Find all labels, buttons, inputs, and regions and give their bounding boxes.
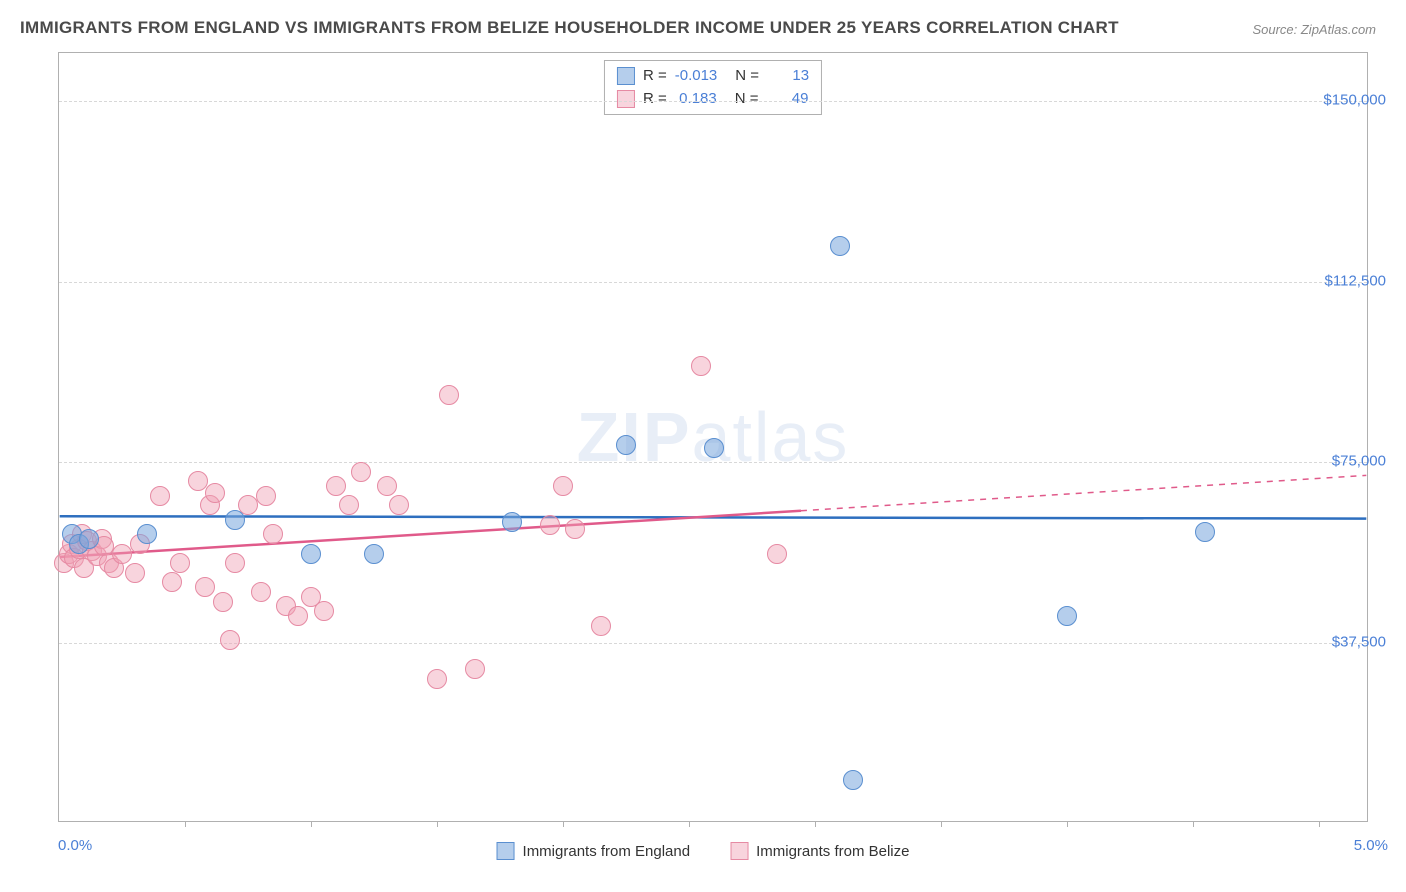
legend-label: Immigrants from England xyxy=(523,843,691,860)
x-tick xyxy=(815,821,816,827)
scatter-point xyxy=(465,659,485,679)
scatter-point xyxy=(691,356,711,376)
y-tick-label: $150,000 xyxy=(1323,92,1386,109)
scatter-point xyxy=(125,563,145,583)
scatter-point xyxy=(137,524,157,544)
legend-item: Immigrants from England xyxy=(497,842,691,860)
x-tick xyxy=(437,821,438,827)
correlation-chart: IMMIGRANTS FROM ENGLAND VS IMMIGRANTS FR… xyxy=(0,0,1406,892)
scatter-point xyxy=(540,515,560,535)
scatter-point xyxy=(79,529,99,549)
chart-title: IMMIGRANTS FROM ENGLAND VS IMMIGRANTS FR… xyxy=(20,18,1119,38)
y-tick-label: $75,000 xyxy=(1332,453,1386,470)
stats-row: R = 0.183 N = 49 xyxy=(617,88,809,111)
legend-swatch xyxy=(497,842,515,860)
scatter-point xyxy=(427,669,447,689)
scatter-point xyxy=(220,630,240,650)
scatter-point xyxy=(351,462,371,482)
scatter-point xyxy=(553,476,573,496)
scatter-point xyxy=(377,476,397,496)
scatter-point xyxy=(767,544,787,564)
scatter-point xyxy=(830,236,850,256)
scatter-point xyxy=(162,572,182,592)
scatter-point xyxy=(1195,522,1215,542)
gridline xyxy=(59,282,1367,283)
scatter-point xyxy=(439,385,459,405)
n-label: N = xyxy=(735,88,759,111)
y-tick-label: $112,500 xyxy=(1325,272,1386,289)
x-tick xyxy=(689,821,690,827)
scatter-point xyxy=(213,592,233,612)
x-tick xyxy=(1193,821,1194,827)
gridline xyxy=(59,101,1367,102)
n-label: N = xyxy=(735,65,759,88)
scatter-point xyxy=(301,544,321,564)
stats-row: R = -0.013 N = 13 xyxy=(617,65,809,88)
scatter-point xyxy=(389,495,409,515)
scatter-point xyxy=(263,524,283,544)
scatter-point xyxy=(314,601,334,621)
legend-label: Immigrants from Belize xyxy=(756,843,909,860)
r-value: -0.013 xyxy=(675,65,718,88)
x-axis-max-label: 5.0% xyxy=(1354,837,1388,854)
plot-area: ZIPatlas R =-0.013N =13R =0.183N =49 xyxy=(58,52,1368,822)
bottom-legend: Immigrants from England Immigrants from B… xyxy=(497,842,910,860)
legend-swatch xyxy=(617,90,635,108)
r-label: R = xyxy=(643,88,667,111)
scatter-point xyxy=(251,582,271,602)
r-value: 0.183 xyxy=(675,88,717,111)
x-axis-min-label: 0.0% xyxy=(58,837,92,854)
gridline xyxy=(59,462,1367,463)
stats-legend-box: R = -0.013 N = 13 R = 0.183 N = 49 xyxy=(604,60,822,115)
watermark-part1: ZIP xyxy=(577,398,692,476)
r-label: R = xyxy=(643,65,667,88)
n-value: 13 xyxy=(767,65,809,88)
scatter-point xyxy=(616,435,636,455)
x-tick xyxy=(1319,821,1320,827)
scatter-point xyxy=(1057,606,1077,626)
scatter-point xyxy=(591,616,611,636)
legend-item: Immigrants from Belize xyxy=(730,842,909,860)
x-tick xyxy=(563,821,564,827)
y-tick-label: $37,500 xyxy=(1332,633,1386,650)
legend-swatch xyxy=(617,67,635,85)
x-tick xyxy=(311,821,312,827)
source-attribution: Source: ZipAtlas.com xyxy=(1252,22,1376,37)
scatter-point xyxy=(704,438,724,458)
gridline xyxy=(59,643,1367,644)
scatter-point xyxy=(565,519,585,539)
scatter-point xyxy=(225,510,245,530)
scatter-point xyxy=(188,471,208,491)
scatter-point xyxy=(256,486,276,506)
scatter-point xyxy=(288,606,308,626)
scatter-point xyxy=(205,483,225,503)
scatter-point xyxy=(843,770,863,790)
x-tick xyxy=(185,821,186,827)
scatter-point xyxy=(364,544,384,564)
scatter-point xyxy=(225,553,245,573)
scatter-point xyxy=(502,512,522,532)
scatter-point xyxy=(170,553,190,573)
n-value: 49 xyxy=(766,88,808,111)
scatter-point xyxy=(326,476,346,496)
scatter-point xyxy=(339,495,359,515)
x-tick xyxy=(1067,821,1068,827)
scatter-point xyxy=(195,577,215,597)
scatter-point xyxy=(150,486,170,506)
x-tick xyxy=(941,821,942,827)
legend-swatch xyxy=(730,842,748,860)
